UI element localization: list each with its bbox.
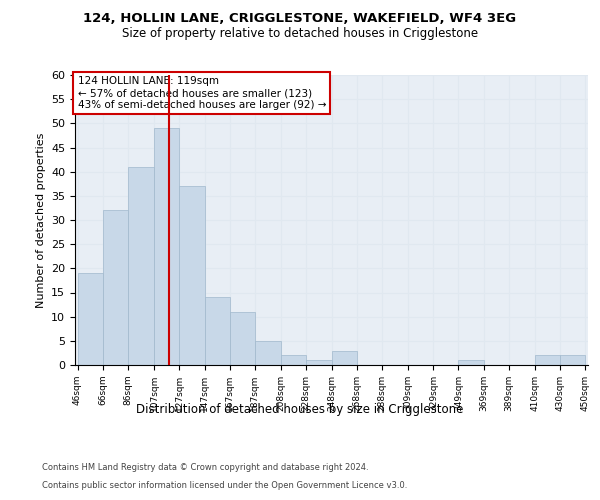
Bar <box>560 356 586 365</box>
Bar <box>458 360 484 365</box>
Bar <box>535 356 560 365</box>
Bar <box>230 312 255 365</box>
Bar <box>128 167 154 365</box>
Bar <box>307 360 331 365</box>
Bar <box>179 186 205 365</box>
Text: Contains HM Land Registry data © Crown copyright and database right 2024.: Contains HM Land Registry data © Crown c… <box>42 464 368 472</box>
Bar <box>331 350 356 365</box>
Y-axis label: Number of detached properties: Number of detached properties <box>35 132 46 308</box>
Bar <box>77 273 103 365</box>
Bar <box>255 341 281 365</box>
Bar <box>154 128 179 365</box>
Text: 124, HOLLIN LANE, CRIGGLESTONE, WAKEFIELD, WF4 3EG: 124, HOLLIN LANE, CRIGGLESTONE, WAKEFIEL… <box>83 12 517 26</box>
Text: Contains public sector information licensed under the Open Government Licence v3: Contains public sector information licen… <box>42 481 407 490</box>
Bar <box>281 356 307 365</box>
Text: 124 HOLLIN LANE: 119sqm
← 57% of detached houses are smaller (123)
43% of semi-d: 124 HOLLIN LANE: 119sqm ← 57% of detache… <box>77 76 326 110</box>
Bar <box>103 210 128 365</box>
Text: Distribution of detached houses by size in Crigglestone: Distribution of detached houses by size … <box>136 402 464 415</box>
Text: Size of property relative to detached houses in Crigglestone: Size of property relative to detached ho… <box>122 28 478 40</box>
Bar <box>205 298 230 365</box>
